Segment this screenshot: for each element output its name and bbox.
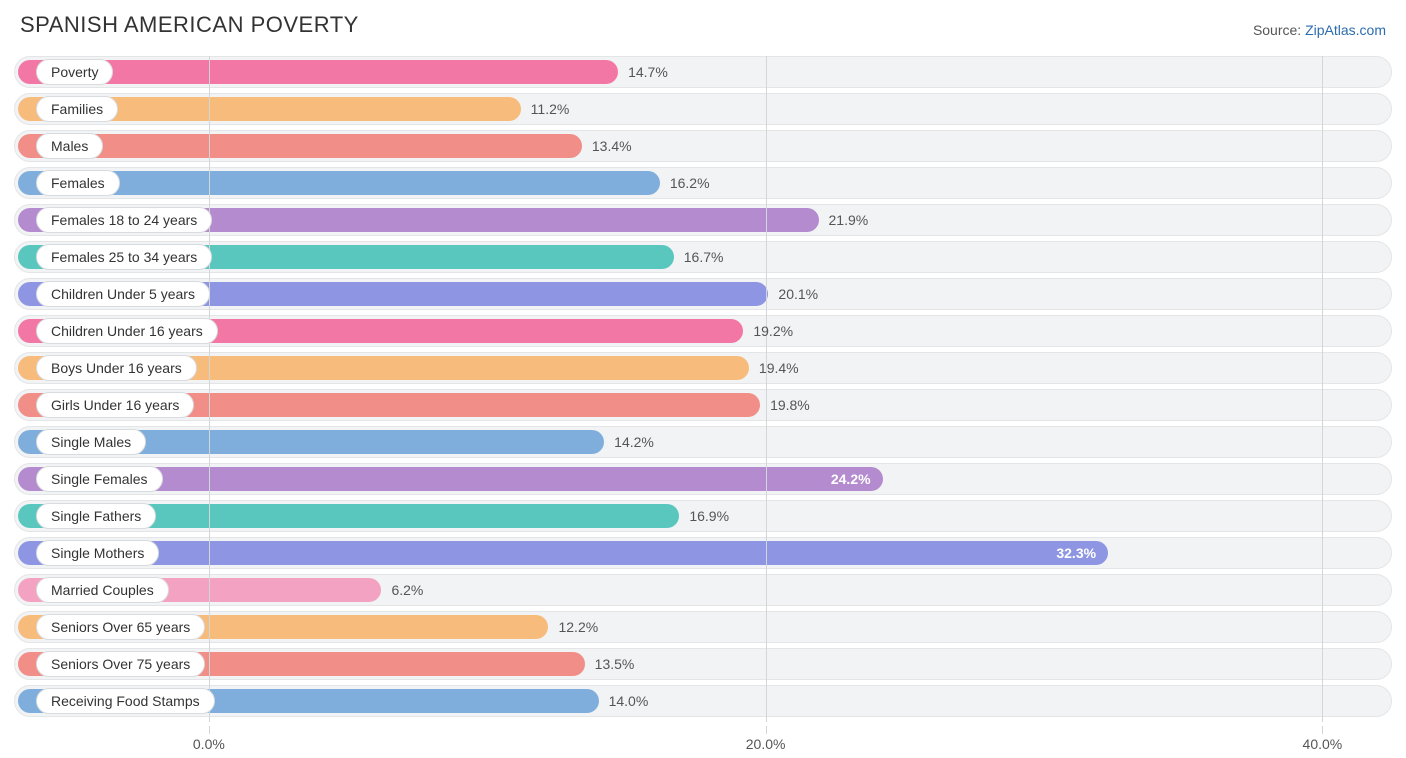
category-label: Females 18 to 24 years [36,207,212,233]
bar-row: Single Females 24.2% [14,463,1392,495]
category-label: Married Couples [36,577,169,603]
category-label: Poverty [36,59,113,85]
value-label: 19.8% [770,397,810,413]
category-label: Females 25 to 34 years [36,244,212,270]
header: SPANISH AMERICAN POVERTY Source: ZipAtla… [0,0,1406,46]
source-attribution: Source: ZipAtlas.com [1253,22,1386,38]
bar-row: Single Males 14.2% [14,426,1392,458]
value-label: 16.9% [689,508,729,524]
axis-tick-label: 20.0% [746,736,786,752]
value-label: 19.2% [753,323,793,339]
bar-row: Families 11.2% [14,93,1392,125]
category-label: Girls Under 16 years [36,392,194,418]
value-label: 13.4% [592,138,632,154]
bar-row: Poverty 14.7% [14,56,1392,88]
bar-row: Females 25 to 34 years 16.7% [14,241,1392,273]
value-label: 11.2% [531,101,570,117]
gridline [209,56,210,722]
source-link[interactable]: ZipAtlas.com [1305,22,1386,38]
axis-tick [1322,726,1323,734]
bar-fill [18,541,1108,565]
value-label: 24.2% [831,471,871,487]
bar-row: Children Under 5 years 20.1% [14,278,1392,310]
value-label: 21.9% [829,212,869,228]
bar-row: Married Couples 6.2% [14,574,1392,606]
value-label: 19.4% [759,360,799,376]
category-label: Children Under 16 years [36,318,218,344]
bar-row: Receiving Food Stamps 14.0% [14,685,1392,717]
gridline [1322,56,1323,722]
page: SPANISH AMERICAN POVERTY Source: ZipAtla… [0,0,1406,758]
category-label: Boys Under 16 years [36,355,197,381]
bar-row: Boys Under 16 years 19.4% [14,352,1392,384]
category-label: Females [36,170,120,196]
value-label: 13.5% [595,656,635,672]
category-label: Receiving Food Stamps [36,688,215,714]
axis-tick-label: 40.0% [1303,736,1343,752]
bar-row: Children Under 16 years 19.2% [14,315,1392,347]
category-label: Families [36,96,118,122]
category-label: Seniors Over 75 years [36,651,205,677]
gridline [766,56,767,722]
value-label: 14.0% [609,693,649,709]
category-label: Single Fathers [36,503,156,529]
category-label: Children Under 5 years [36,281,210,307]
bar-row: Seniors Over 65 years 12.2% [14,611,1392,643]
value-label: 16.2% [670,175,710,191]
axis-tick-label: 0.0% [193,736,225,752]
value-label: 20.1% [778,286,818,302]
value-label: 16.7% [684,249,724,265]
axis-tick [766,726,767,734]
category-label: Single Mothers [36,540,159,566]
axis-tick [209,726,210,734]
value-label: 6.2% [391,582,423,598]
value-label: 14.2% [614,434,654,450]
bar-row: Females 16.2% [14,167,1392,199]
bar-row: Single Mothers 32.3% [14,537,1392,569]
x-axis: 0.0% 20.0% 40.0% [14,726,1392,756]
bar-row: Females 18 to 24 years 21.9% [14,204,1392,236]
category-label: Single Males [36,429,146,455]
category-label: Single Females [36,466,163,492]
category-label: Seniors Over 65 years [36,614,205,640]
bar-row: Single Fathers 16.9% [14,500,1392,532]
source-prefix: Source: [1253,22,1305,38]
bar-row: Seniors Over 75 years 13.5% [14,648,1392,680]
category-label: Males [36,133,103,159]
value-label: 14.7% [628,64,668,80]
bar-row: Males 13.4% [14,130,1392,162]
bar-row: Girls Under 16 years 19.8% [14,389,1392,421]
value-label: 12.2% [558,619,598,635]
value-label: 32.3% [1056,545,1096,561]
chart-title: SPANISH AMERICAN POVERTY [20,12,359,38]
chart-area: Poverty 14.7% Families 11.2% Males 13.4% Femal… [14,56,1392,722]
